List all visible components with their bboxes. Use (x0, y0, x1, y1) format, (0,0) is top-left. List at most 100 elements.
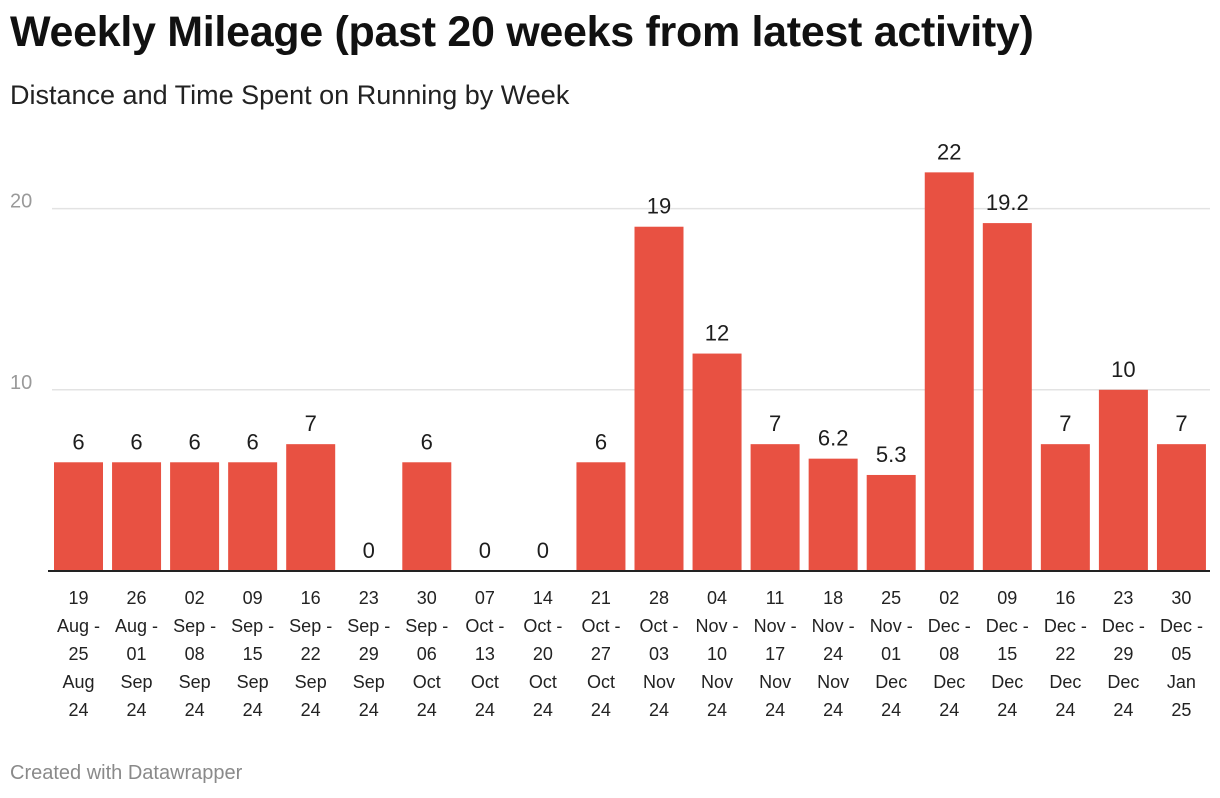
x-tick-label: 08 (185, 644, 205, 664)
data-label: 7 (769, 411, 781, 436)
bar (866, 474, 916, 571)
x-tick-label: Dec (933, 672, 965, 692)
x-tick-label: Sep (353, 672, 385, 692)
x-tick-label: Oct - (523, 616, 562, 636)
x-tick-label: Oct (529, 672, 557, 692)
x-tick-label: Oct - (640, 616, 679, 636)
chart-subtitle: Distance and Time Spent on Running by We… (10, 80, 570, 110)
bar (228, 462, 278, 571)
x-tick-label: Dec - (986, 616, 1029, 636)
x-tick-label: 24 (359, 700, 379, 720)
x-tick-label: Sep - (347, 616, 390, 636)
x-tick-label: 24 (823, 644, 843, 664)
x-tick-label: 30 (417, 588, 437, 608)
x-tick-label: Nov (643, 672, 675, 692)
x-tick-label: Dec - (1044, 616, 1087, 636)
x-tick-label: Sep - (289, 616, 332, 636)
x-tick-label: Nov (817, 672, 849, 692)
bar (1156, 444, 1206, 571)
x-tick-label: Jan (1167, 672, 1196, 692)
x-tick-label: 25 (881, 588, 901, 608)
x-tick-label: 29 (359, 644, 379, 664)
x-tick-label: 25 (1171, 700, 1191, 720)
x-tick-label: Oct - (581, 616, 620, 636)
x-tick-label: 24 (243, 700, 263, 720)
x-tick-label: 24 (301, 700, 321, 720)
bar (170, 462, 220, 571)
data-label: 6 (130, 429, 142, 454)
x-tick-label: 15 (243, 644, 263, 664)
data-label: 7 (1175, 411, 1187, 436)
x-tick-label: Nov - (812, 616, 855, 636)
bar (576, 462, 626, 571)
bar (54, 462, 103, 571)
data-label: 10 (1111, 357, 1135, 382)
x-tick-label: 13 (475, 644, 495, 664)
x-tick-label: 24 (591, 700, 611, 720)
data-label: 7 (1059, 411, 1071, 436)
x-tick-label: Sep - (231, 616, 274, 636)
x-tick-label: Oct - (465, 616, 504, 636)
x-tick-label: 24 (1055, 700, 1075, 720)
bar (750, 444, 800, 571)
x-tick-label: 06 (417, 644, 437, 664)
x-tick-label: Aug - (115, 616, 158, 636)
bar (692, 353, 742, 571)
x-tick-label: 24 (823, 700, 843, 720)
y-tick-label: 20 (10, 191, 32, 213)
x-tick-label: 07 (475, 588, 495, 608)
x-tick-label: Sep (237, 672, 269, 692)
x-tick-label: Oct (471, 672, 499, 692)
x-tick-label: 28 (649, 588, 669, 608)
x-tick-label: 17 (765, 644, 785, 664)
data-label: 0 (537, 538, 549, 563)
data-label: 19.2 (986, 190, 1029, 215)
x-tick-label: 24 (417, 700, 437, 720)
x-tick-label: 01 (881, 644, 901, 664)
x-tick-label: 29 (1113, 644, 1133, 664)
x-tick-label: 22 (1055, 644, 1075, 664)
x-tick-label: Nov - (696, 616, 739, 636)
x-tick-label: 24 (997, 700, 1017, 720)
x-tick-label: 24 (649, 700, 669, 720)
x-tick-label: 09 (997, 588, 1017, 608)
x-tick-label: Dec (991, 672, 1023, 692)
y-tick-label: 10 (10, 372, 32, 394)
x-tick-label: Nov (759, 672, 791, 692)
data-label: 0 (363, 538, 375, 563)
x-tick-label: 24 (765, 700, 785, 720)
x-tick-label: 24 (939, 700, 959, 720)
x-tick-label: 25 (68, 644, 88, 664)
x-tick-label: 20 (533, 644, 553, 664)
x-tick-label: Dec (1049, 672, 1081, 692)
x-tick-label: Nov (701, 672, 733, 692)
x-tick-label: Dec - (928, 616, 971, 636)
x-tick-label: 04 (707, 588, 727, 608)
x-tick-label: 24 (881, 700, 901, 720)
x-tick-label: Sep (179, 672, 211, 692)
x-tick-label: Sep (295, 672, 327, 692)
x-tick-label: 26 (127, 588, 147, 608)
x-tick-label: 24 (475, 700, 495, 720)
x-tick-label: 24 (68, 700, 88, 720)
x-tick-label: 24 (707, 700, 727, 720)
x-tick-label: Dec (875, 672, 907, 692)
x-tick-label: 16 (1055, 588, 1075, 608)
x-tick-label: 02 (185, 588, 205, 608)
bar (808, 458, 858, 571)
bar (924, 172, 974, 572)
x-tick-label: 24 (185, 700, 205, 720)
data-label: 6 (421, 429, 433, 454)
x-tick-label: 16 (301, 588, 321, 608)
x-tick-label: 30 (1171, 588, 1191, 608)
bar (1040, 444, 1090, 571)
x-tick-label: 24 (533, 700, 553, 720)
data-label: 0 (479, 538, 491, 563)
x-tick-label: 10 (707, 644, 727, 664)
bar (634, 226, 684, 571)
x-tick-label: Oct (413, 672, 441, 692)
x-tick-label: Nov - (754, 616, 797, 636)
data-label: 6.2 (818, 426, 849, 451)
x-tick-label: 23 (1113, 588, 1133, 608)
